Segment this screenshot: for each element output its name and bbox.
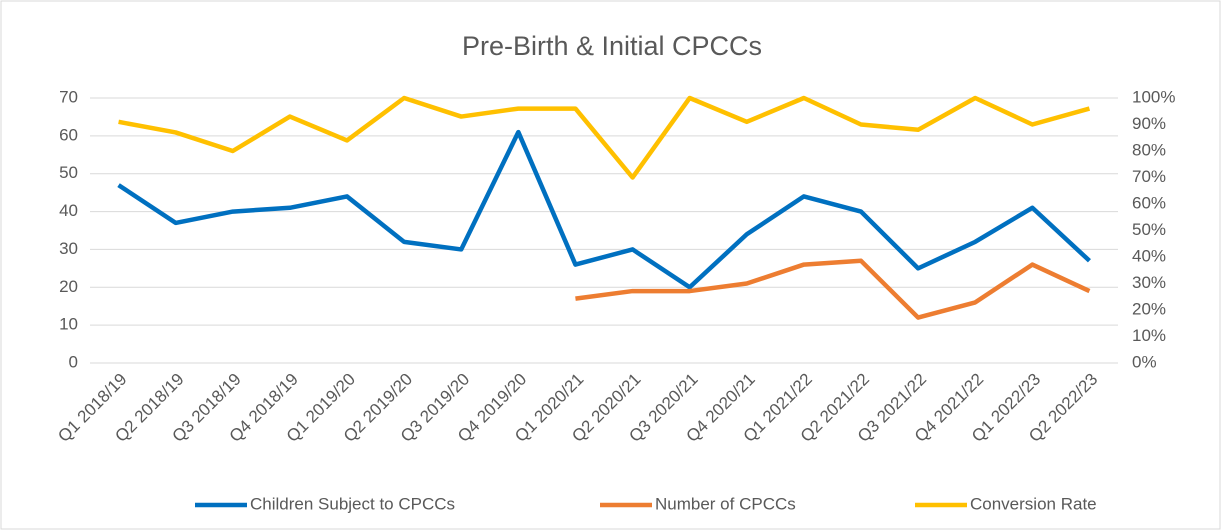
legend-label: Conversion Rate: [970, 494, 1097, 513]
y2-tick-label: 20%: [1132, 299, 1166, 318]
line-series: [118, 95, 1091, 180]
y-tick-label: 20: [59, 277, 78, 296]
y2-tick-label: 80%: [1132, 140, 1166, 159]
y2-tick-label: 10%: [1132, 326, 1166, 345]
y-tick-label: 70: [59, 87, 78, 106]
y2-tick-label: 40%: [1132, 246, 1166, 265]
y-tick-label: 40: [59, 201, 78, 220]
y2-tick-label: 70%: [1132, 167, 1166, 186]
chart-title: Pre-Birth & Initial CPCCs: [462, 31, 762, 61]
legend-label: Number of CPCCs: [655, 494, 796, 513]
y-tick-label: 10: [59, 315, 78, 334]
y-tick-label: 60: [59, 125, 78, 144]
y2-tick-label: 50%: [1132, 220, 1166, 239]
line-series: [575, 258, 1091, 320]
y2-tick-label: 30%: [1132, 273, 1166, 292]
y-tick-label: 30: [59, 239, 78, 258]
legend-label: Children Subject to CPCCs: [250, 494, 455, 513]
y-tick-label: 0: [69, 352, 78, 371]
y2-tick-label: 90%: [1132, 114, 1166, 133]
line-series: [117, 129, 1091, 290]
y2-tick-label: 100%: [1132, 87, 1175, 106]
y-tick-label: 50: [59, 163, 78, 182]
y2-tick-label: 60%: [1132, 193, 1166, 212]
y2-tick-label: 0%: [1132, 352, 1157, 371]
